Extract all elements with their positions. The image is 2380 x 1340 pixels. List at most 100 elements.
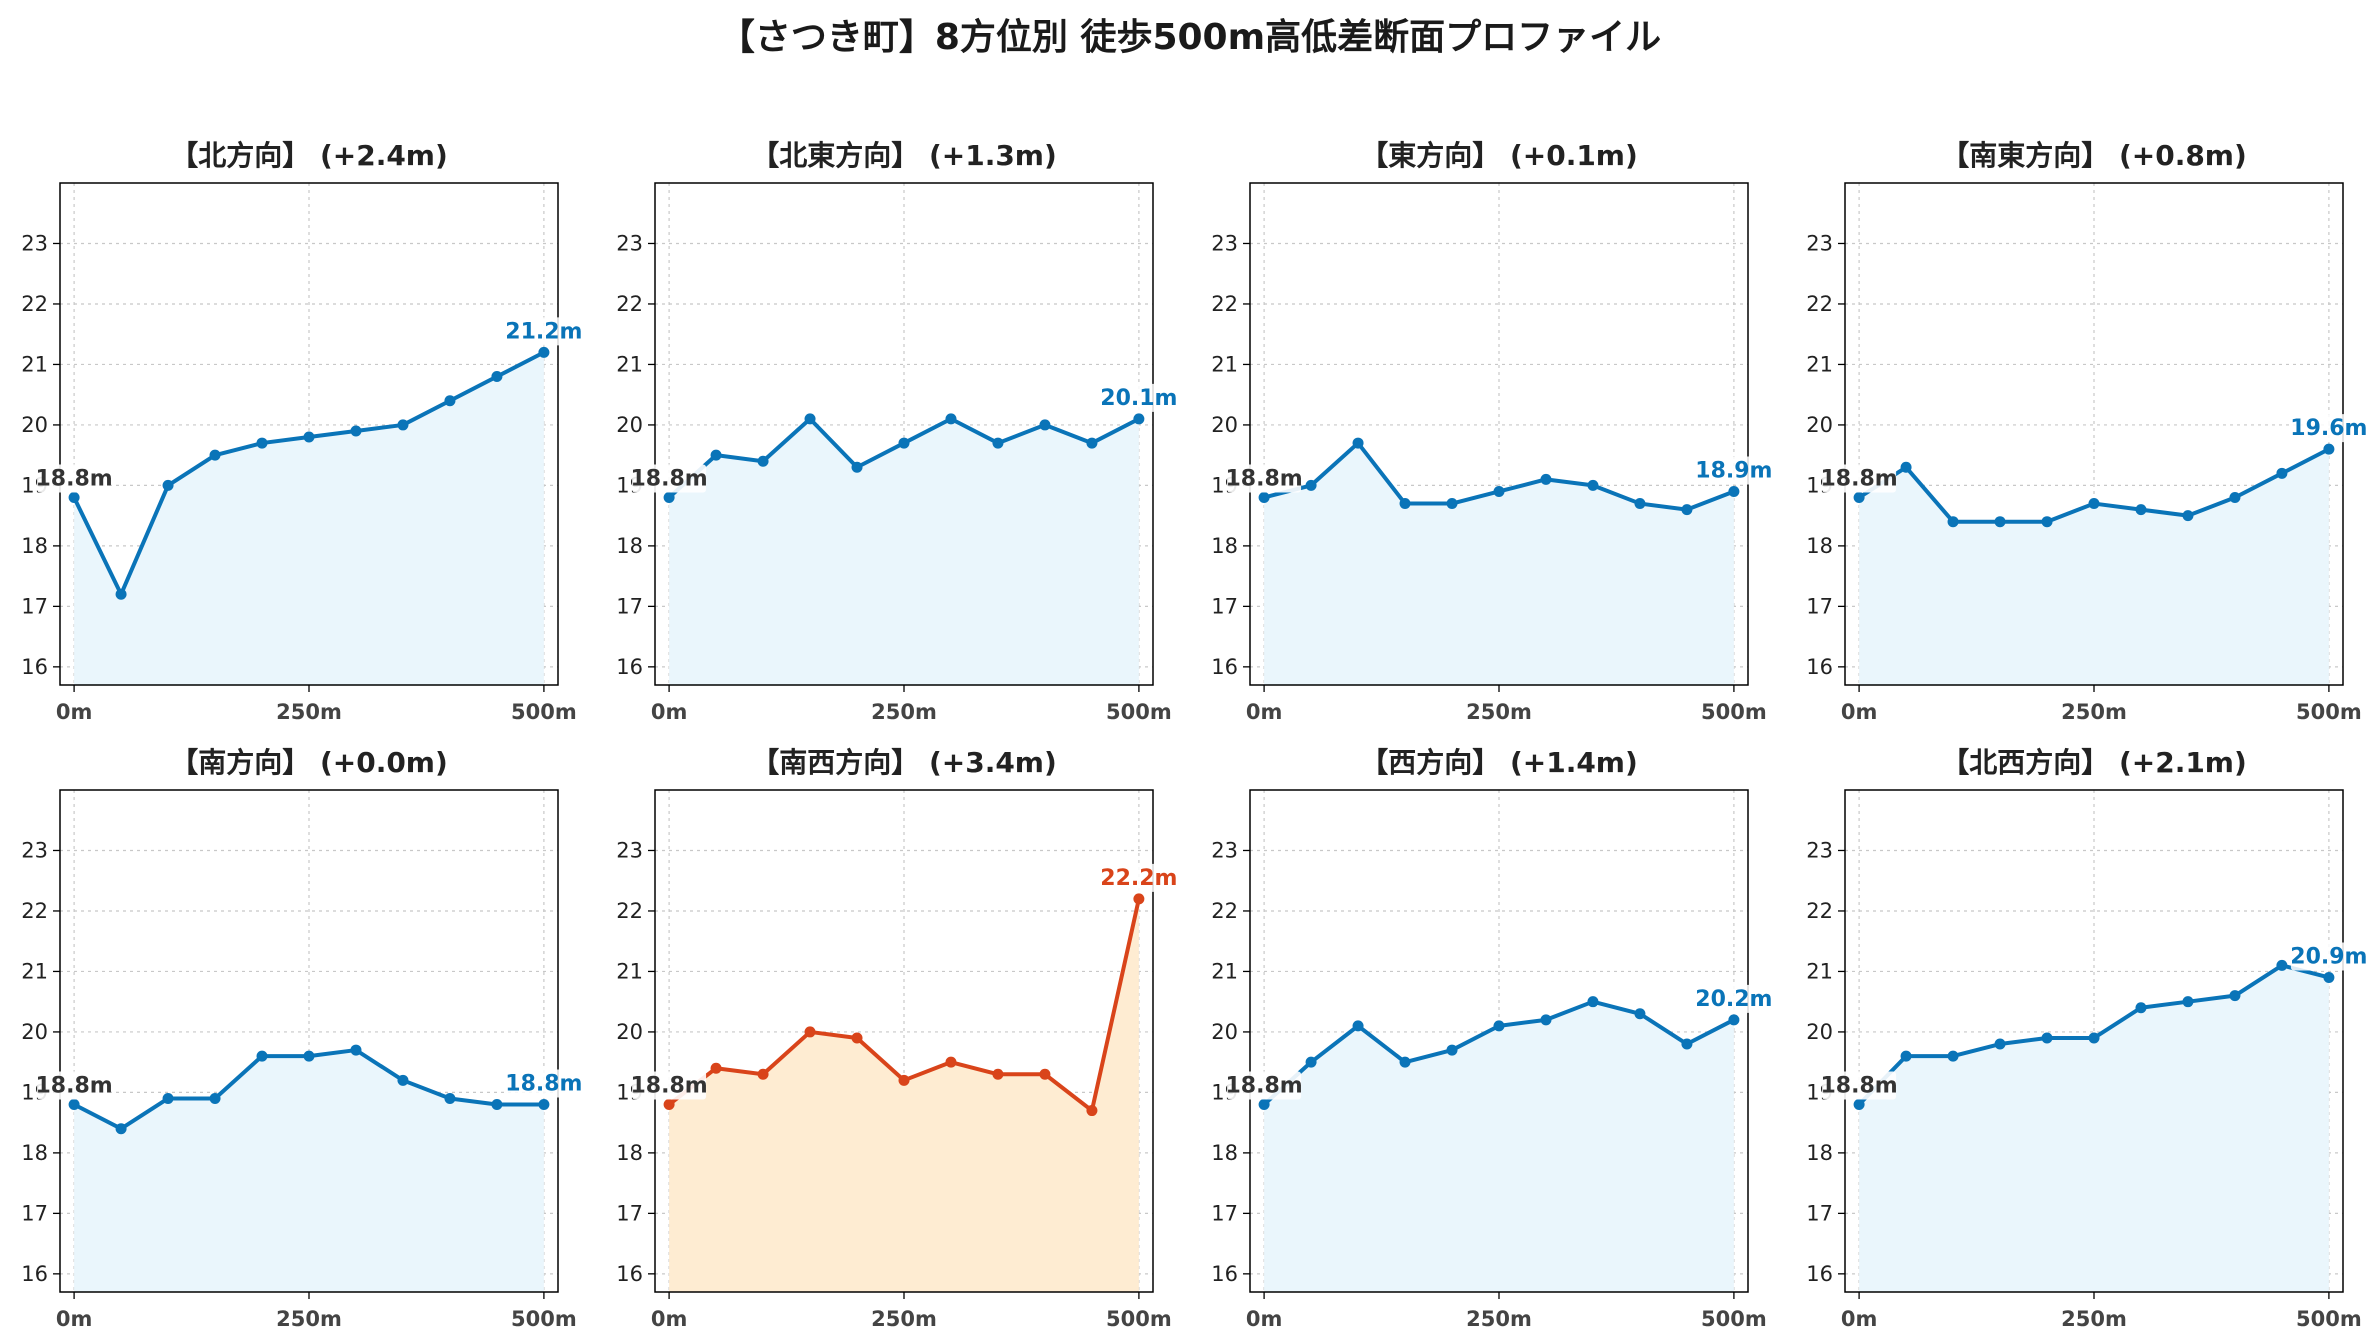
y-tick-label: 20 [1806,413,1833,437]
data-point [2135,1002,2147,1014]
data-point [1133,893,1145,905]
y-tick-label: 22 [1211,292,1238,316]
data-point [1258,1099,1270,1111]
y-tick-label: 23 [21,838,48,862]
y-tick-label: 18 [616,1141,643,1165]
y-tick-label: 18 [1211,534,1238,558]
data-point [1258,492,1270,504]
data-point [1634,498,1646,510]
end-value-label: 18.9m [1695,458,1772,483]
x-tick-label: 500m [511,1307,577,1331]
end-label-bg [1100,383,1177,412]
x-tick-label: 250m [2061,1307,2127,1331]
data-point [1446,1044,1458,1056]
x-tick-label: 0m [1246,700,1283,724]
data-point [68,1099,80,1111]
data-point [2182,996,2194,1008]
start-value-label: 18.8m [630,1074,707,1099]
data-point [2276,959,2288,971]
data-point [68,492,80,504]
x-tick-label: 250m [2061,700,2127,724]
x-tick-label: 0m [1246,1307,1283,1331]
data-point [945,413,957,425]
data-point [2229,990,2241,1002]
data-point [1305,1056,1317,1068]
y-tick-label: 17 [1211,1201,1238,1225]
y-tick-label: 23 [1806,838,1833,862]
data-point [1493,1020,1505,1032]
y-tick-label: 16 [21,655,48,679]
data-point [2041,1032,2053,1044]
y-tick-label: 20 [1211,413,1238,437]
end-label-bg [2290,942,2367,971]
start-value-label: 18.8m [1225,1074,1302,1099]
data-point [491,371,503,383]
start-value-label: 18.8m [1225,467,1302,492]
data-point [1352,437,1364,449]
data-point [804,1026,816,1038]
x-tick-label: 250m [276,1307,342,1331]
start-value-label: 18.8m [35,467,112,492]
y-tick-label: 21 [616,959,643,983]
y-tick-label: 20 [1211,1020,1238,1044]
y-tick-label: 20 [616,1020,643,1044]
y-tick-label: 20 [616,413,643,437]
end-value-label: 21.2m [505,319,582,344]
data-point [397,419,409,431]
start-label-bg [37,1071,112,1100]
data-point [115,588,127,600]
y-tick-label: 22 [1211,899,1238,923]
end-value-label: 20.2m [1695,987,1772,1012]
x-tick-label: 0m [56,1307,93,1331]
y-tick-label: 17 [1806,594,1833,618]
data-point [757,1068,769,1080]
x-tick-label: 500m [1106,1307,1172,1331]
data-point [1352,1020,1364,1032]
x-tick-label: 500m [511,700,577,724]
y-tick-label: 17 [21,594,48,618]
x-tick-label: 0m [56,700,93,724]
data-point [256,437,268,449]
data-point [1305,479,1317,491]
data-point [2041,516,2053,528]
y-tick-label: 21 [1806,959,1833,983]
data-point [1947,516,1959,528]
start-label-bg [1227,1071,1302,1100]
end-label-bg [1695,984,1772,1013]
data-point [350,425,362,437]
y-tick-label: 17 [616,594,643,618]
y-tick-label: 17 [1211,594,1238,618]
y-tick-label: 20 [1806,1020,1833,1044]
panel-title: 【北東方向】 (+1.3m) [751,139,1057,172]
end-label-bg [2290,414,2367,443]
panel-title: 【北西方向】 (+2.1m) [1941,746,2247,779]
y-tick-label: 16 [616,655,643,679]
area-fill [669,418,1139,685]
data-point [162,479,174,491]
x-tick-label: 0m [651,1307,688,1331]
y-tick-label: 18 [616,534,643,558]
x-tick-label: 500m [2296,700,2362,724]
data-point [1446,498,1458,510]
start-value-label: 18.8m [1820,467,1897,492]
data-point [1587,479,1599,491]
data-point [1039,1068,1051,1080]
data-point [1728,485,1740,497]
x-tick-label: 250m [1466,700,1532,724]
area-fill [1264,443,1734,685]
y-tick-label: 21 [21,352,48,376]
data-point [397,1074,409,1086]
data-point [663,492,675,504]
data-point [945,1056,957,1068]
x-tick-label: 0m [1841,1307,1878,1331]
data-point [851,461,863,473]
data-point [663,1099,675,1111]
data-point [2135,504,2147,516]
y-tick-label: 23 [1806,231,1833,255]
